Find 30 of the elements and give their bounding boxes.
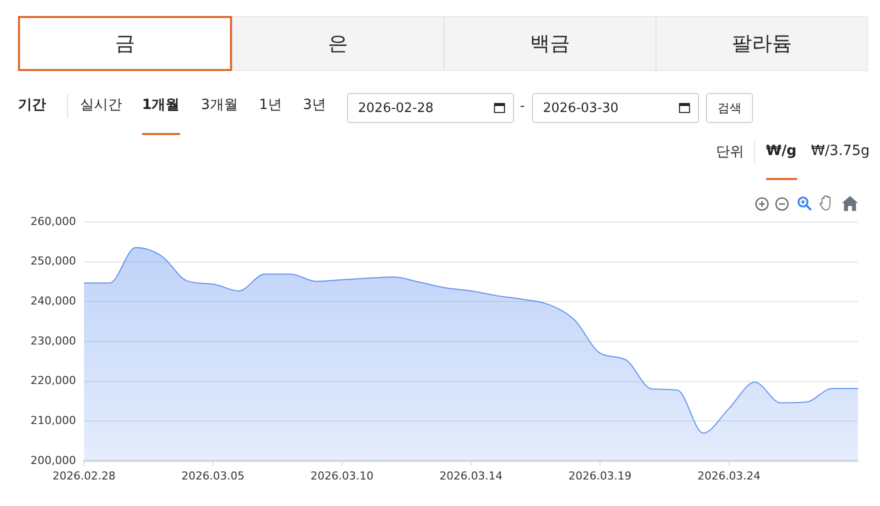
- y-tick-label: 200,000: [30, 454, 76, 467]
- y-tick-label: 260,000: [30, 214, 76, 228]
- x-tick-label: 2026.03.24: [698, 469, 760, 482]
- y-tick-label: 230,000: [30, 334, 76, 348]
- text: 1개월: [142, 96, 180, 114]
- text: ₩/3.75g: [811, 143, 870, 159]
- y-tick-label: 240,000: [30, 294, 76, 308]
- text: 3년: [303, 96, 326, 114]
- x-tick-label: 2026.03.19: [568, 469, 632, 482]
- y-tick-label: 210,000: [30, 414, 76, 428]
- text: 실시간: [80, 96, 122, 114]
- text: 팔라듐: [656, 16, 868, 71]
- text: 은: [232, 16, 444, 71]
- text: 검색: [706, 93, 753, 123]
- x-tick-label: 2026.03.14: [440, 469, 502, 482]
- text: -: [520, 99, 525, 114]
- text: 3개월: [201, 96, 238, 114]
- text: 단위: [716, 143, 744, 161]
- y-tick-label: 220,000: [30, 374, 76, 388]
- text: 1년: [259, 96, 282, 114]
- text: 2026-03-30: [532, 93, 699, 123]
- text: 기간: [18, 96, 46, 114]
- x-tick-label: 2026.02.28: [52, 469, 116, 482]
- x-tick-label: 2026.03.10: [310, 469, 374, 482]
- text: ₩/g: [766, 143, 797, 159]
- text: 금: [18, 16, 232, 71]
- y-tick-label: 250,000: [30, 254, 76, 268]
- x-tick-label: 2026.03.05: [182, 469, 244, 482]
- text: 2026-02-28: [347, 93, 514, 123]
- text: 백금: [444, 16, 656, 71]
